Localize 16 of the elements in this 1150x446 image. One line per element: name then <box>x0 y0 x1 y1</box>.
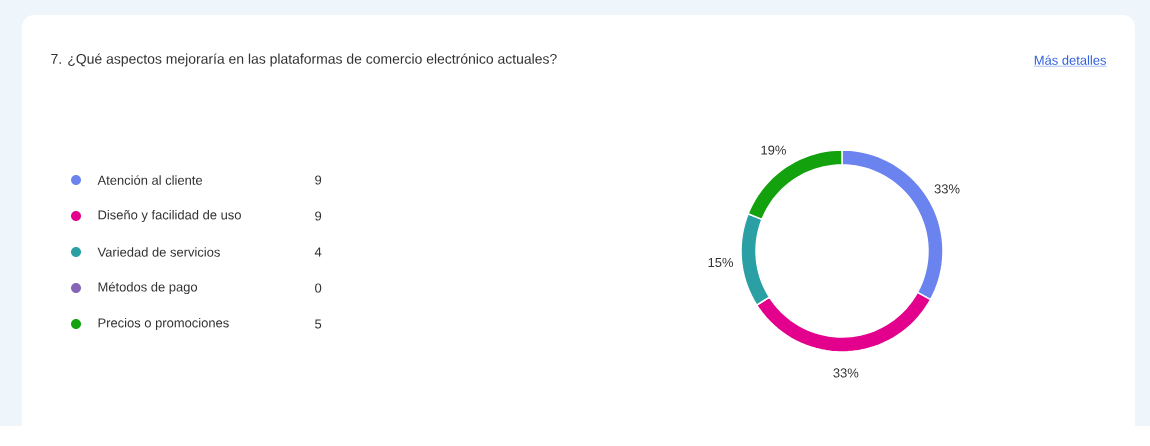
data-label: 15% <box>708 257 734 268</box>
legend-label: Precios o promociones <box>98 317 229 331</box>
legend-label: Métodos de pago <box>98 281 198 295</box>
legend-label: Atención al cliente <box>97 175 203 185</box>
text: 9 <box>315 211 322 221</box>
text: 5 <box>315 319 322 329</box>
text: 4 <box>314 247 322 257</box>
legend-label: Diseño y facilidad de uso <box>98 209 241 223</box>
chart-title: 7. ¿Qué aspectos mejoraría en las plataformas de comercio electrónico actuales? <box>51 53 557 67</box>
legend-label: Variedad de servicios <box>97 247 220 257</box>
text: Más detalles <box>1034 55 1106 65</box>
data-label: 33% <box>833 368 859 378</box>
text: 9 <box>315 175 322 185</box>
data-label: 33% <box>934 184 960 194</box>
text: 0 <box>315 283 322 293</box>
data-label: 19% <box>761 145 786 155</box>
